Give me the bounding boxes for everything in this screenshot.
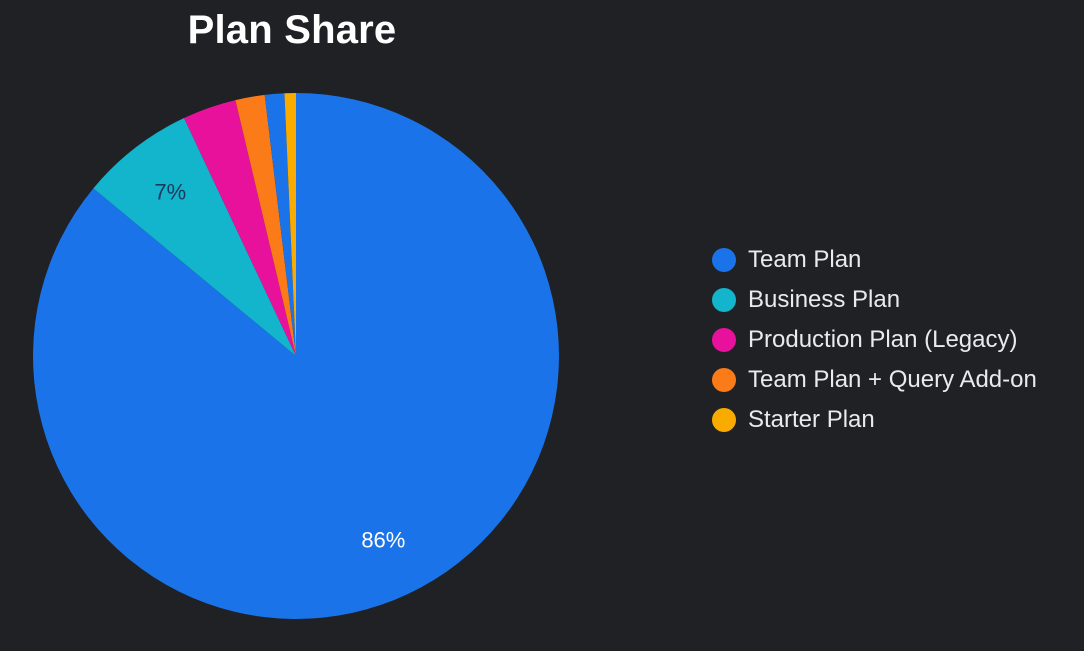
slice-label-0: 86%: [361, 527, 405, 552]
pie-slice-3[interactable]: [235, 94, 296, 356]
legend-swatch: [712, 328, 736, 352]
pie-slice-1[interactable]: [93, 118, 297, 356]
pie-slice-0[interactable]: [32, 93, 559, 619]
slice-label-1: 7%: [154, 180, 186, 205]
legend-swatch: [712, 368, 736, 392]
legend-item[interactable]: Team Plan + Query Add-on: [712, 360, 1037, 400]
legend-label: Starter Plan: [748, 406, 875, 433]
legend-swatch: [712, 248, 736, 272]
legend-swatch: [712, 288, 736, 312]
legend-item[interactable]: Business Plan: [712, 280, 1037, 320]
legend-item[interactable]: Team Plan: [712, 240, 1037, 280]
legend-swatch: [712, 408, 736, 432]
chart-legend: Team Plan Business Plan Production Plan (L…: [712, 240, 1037, 440]
legend-label: Team Plan: [748, 246, 862, 273]
legend-item[interactable]: Production Plan (Legacy): [712, 320, 1037, 360]
legend-item[interactable]: Starter Plan: [712, 400, 1037, 440]
legend-label: Business Plan: [748, 286, 901, 313]
legend-label: Production Plan (Legacy): [748, 326, 1018, 353]
pie-slice-5[interactable]: [284, 93, 296, 356]
pie-slice-4[interactable]: [264, 93, 296, 357]
pie-chart: 86% 7%: [32, 93, 559, 619]
pie-slice-2[interactable]: [184, 100, 296, 356]
chart-title: Plan Share: [187, 8, 397, 52]
legend-label: Team Plan + Query Add-on: [748, 366, 1037, 393]
